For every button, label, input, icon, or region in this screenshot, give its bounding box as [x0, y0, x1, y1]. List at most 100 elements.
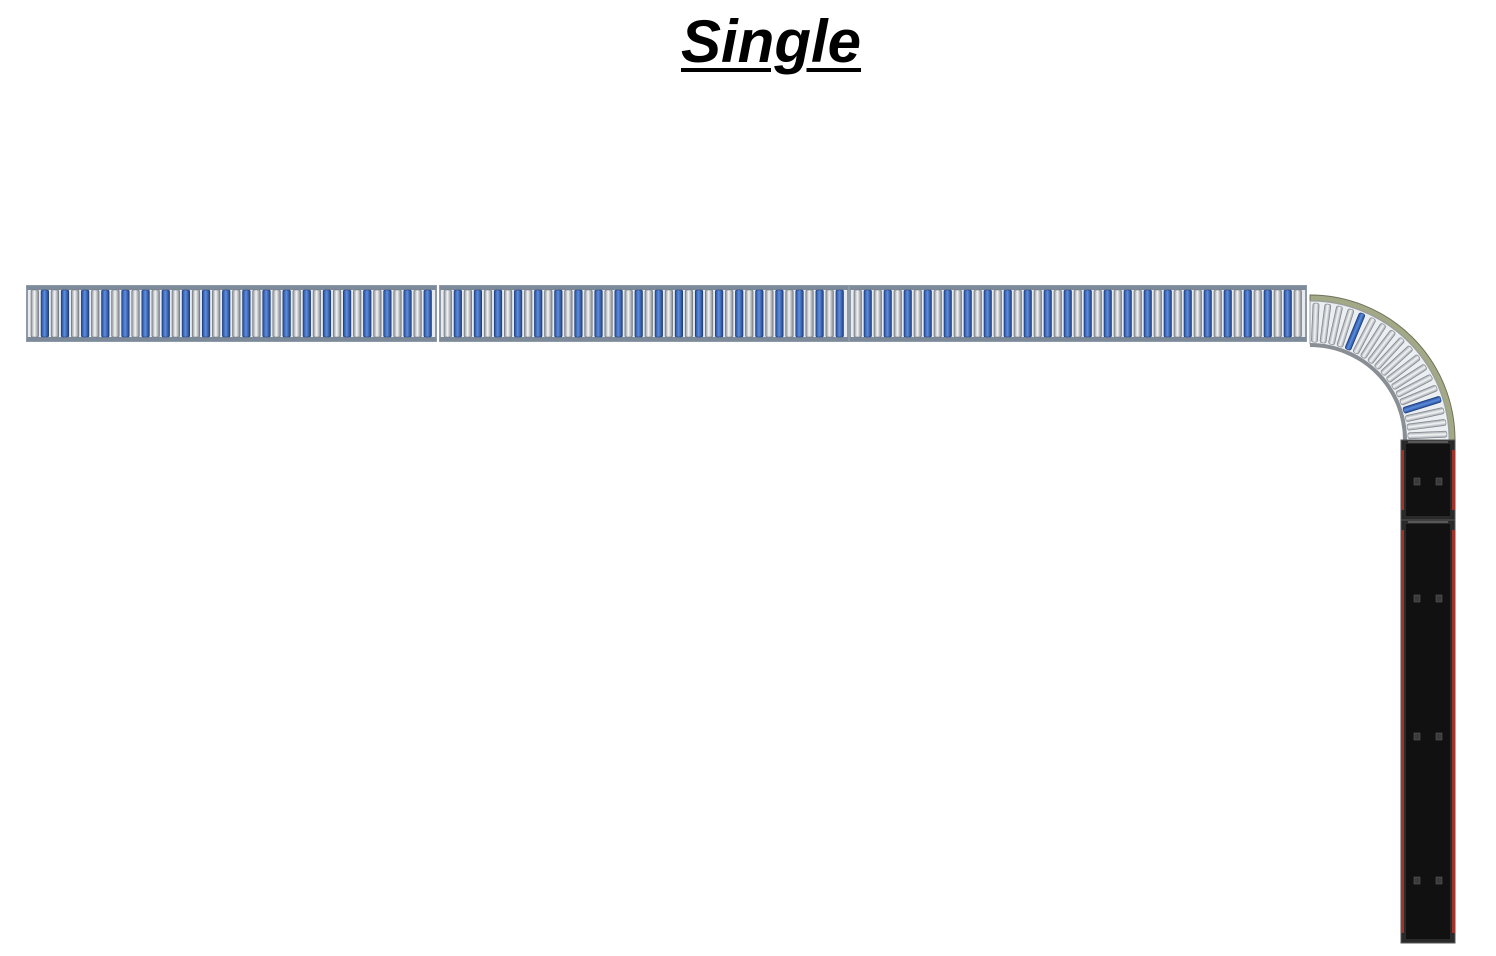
belt-section-1 — [1400, 439, 1456, 521]
belt-bracket — [1413, 732, 1421, 741]
roller-gray — [1093, 289, 1102, 338]
belt-surface — [1406, 444, 1450, 516]
roller-blue — [943, 289, 952, 338]
roller-gray — [1293, 289, 1302, 338]
roller-blue — [554, 289, 563, 338]
curve-roller-gray — [1399, 385, 1438, 406]
roller-blue — [835, 289, 844, 338]
roller-gray — [252, 289, 261, 338]
roller-blue — [40, 289, 49, 338]
roller-gray — [71, 289, 80, 338]
roller-blue — [473, 289, 482, 338]
roller-gray — [30, 289, 39, 338]
roller-gray — [704, 289, 714, 338]
roller-gray — [443, 289, 452, 338]
roller-blue — [453, 289, 462, 338]
roller-gray — [745, 289, 754, 338]
roller-blue — [1083, 289, 1092, 338]
roller-gray — [564, 289, 573, 338]
belt-surface — [1406, 524, 1450, 939]
roller-blue — [1143, 289, 1152, 338]
curve-roller-gray — [1367, 329, 1396, 364]
roller-blue — [222, 289, 231, 338]
roller-blue — [755, 289, 764, 338]
roller-gray — [1153, 289, 1162, 338]
roller-blue — [121, 289, 130, 338]
roller-blue — [694, 289, 704, 338]
roller-gray — [1033, 289, 1042, 338]
roller-gray — [1053, 289, 1062, 338]
roller-gray — [1253, 289, 1262, 338]
roller-gray — [1233, 289, 1242, 338]
curve-roller-gray — [1311, 302, 1320, 343]
roller-blue — [903, 289, 912, 338]
roller-blue — [60, 289, 70, 338]
roller-blue — [715, 289, 724, 338]
roller-gray — [933, 289, 942, 338]
roller-gray — [463, 289, 472, 338]
roller-gray — [1133, 289, 1142, 338]
roller-blue — [1243, 289, 1252, 338]
roller-gray — [973, 289, 982, 338]
side-rail-top — [27, 286, 436, 290]
roller-gray — [272, 289, 281, 338]
roller-blue — [1123, 289, 1132, 338]
roller-blue — [594, 289, 603, 338]
curve-roller-gray — [1407, 430, 1448, 440]
roller-blue — [262, 289, 271, 338]
roller-blue — [81, 289, 90, 338]
side-rail-top — [440, 286, 848, 290]
roller-blue — [1203, 289, 1212, 338]
roller-blue — [423, 289, 432, 338]
belt-bracket — [1435, 876, 1443, 885]
roller-gray — [544, 289, 553, 338]
roller-gray — [503, 289, 513, 338]
roller-gray — [785, 289, 794, 338]
roller-gray — [312, 289, 321, 338]
roller-gray — [1013, 289, 1022, 338]
roller-blue — [343, 289, 352, 338]
roller-gray — [1173, 289, 1182, 338]
roller-gray — [332, 289, 342, 338]
roller-blue — [101, 289, 110, 338]
roller-gray — [191, 289, 201, 338]
roller-blue — [514, 289, 523, 338]
roller-gray — [805, 289, 814, 338]
curve-roller-gray — [1406, 419, 1447, 431]
roller-blue — [141, 289, 150, 338]
curve-roller-blue — [1402, 396, 1442, 414]
curve-roller-gray — [1328, 305, 1343, 345]
roller-gray — [131, 289, 140, 338]
roller-blue — [1223, 289, 1232, 338]
roller-blue — [1163, 289, 1172, 338]
roller-blue — [1063, 289, 1072, 338]
roller-blue — [1183, 289, 1192, 338]
belt-side-guard-left — [1401, 450, 1404, 510]
roller-blue — [775, 289, 784, 338]
roller-blue — [302, 289, 311, 338]
roller-blue — [1003, 289, 1012, 338]
roller-blue — [863, 289, 872, 338]
roller-gray — [893, 289, 902, 338]
roller-gray — [953, 289, 962, 338]
curve-bed — [1309, 300, 1450, 441]
roller-gray — [232, 289, 241, 338]
curve-roller-blue — [1345, 312, 1366, 351]
roller-gray — [50, 289, 60, 338]
roller-gray — [604, 289, 613, 338]
side-rail-bottom — [440, 337, 848, 341]
roller-gray — [151, 289, 160, 338]
roller-gray — [1213, 289, 1222, 338]
roller-blue — [1103, 289, 1112, 338]
roller-blue — [181, 289, 190, 338]
roller-section-2 — [439, 285, 849, 342]
curve-roller-gray — [1336, 308, 1355, 348]
belt-bracket — [1413, 876, 1421, 885]
belt-bracket — [1413, 477, 1421, 486]
roller-gray — [393, 289, 402, 338]
roller-blue — [815, 289, 824, 338]
roller-blue — [1263, 289, 1272, 338]
roller-blue — [1043, 289, 1052, 338]
curve-roller-gray — [1380, 345, 1413, 376]
